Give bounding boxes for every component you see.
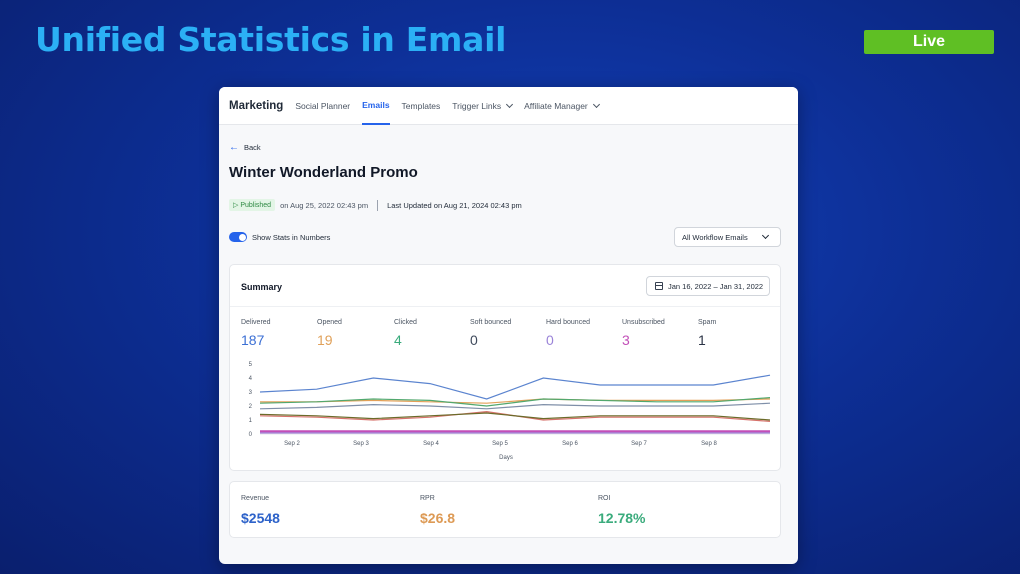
- stat-value: 1: [698, 332, 706, 348]
- stat-label: Unsubscribed: [622, 319, 665, 326]
- x-tick-label: Sep 7: [631, 441, 647, 447]
- stat-delivered: Delivered 187: [241, 319, 271, 348]
- y-tick-label: 2: [249, 404, 253, 410]
- stat-label: Opened: [317, 319, 342, 326]
- arrow-left-icon: ←: [229, 142, 239, 153]
- metric-label: ROI: [598, 495, 611, 502]
- x-tick-label: Sep 2: [284, 441, 300, 447]
- series-line-5: [259, 412, 771, 421]
- nav-brand: Marketing: [229, 99, 284, 112]
- stat-soft-bounced: Soft bounced 0: [470, 319, 511, 348]
- metric-rpr: RPR $26.8: [420, 495, 455, 526]
- stat-label: Delivered: [241, 319, 271, 326]
- nav-tab-social-planner[interactable]: Social Planner: [295, 87, 350, 125]
- series-line-1: [260, 398, 771, 404]
- y-tick-label: 0: [249, 432, 253, 438]
- stat-hard-bounced: Hard bounced 0: [546, 319, 590, 348]
- y-tick-label: 3: [249, 390, 253, 396]
- stat-label: Clicked: [394, 319, 417, 326]
- summary-card: Summary Jan 16, 2022 – Jan 31, 2022 Deli…: [229, 264, 781, 471]
- metric-revenue: Revenue $2548: [241, 495, 280, 526]
- status-badge: ▷ Published: [229, 199, 276, 211]
- nav-tab-label: Trigger Links: [452, 100, 502, 111]
- nav-tab-label: Templates: [401, 100, 441, 111]
- series-line-0: [259, 374, 771, 400]
- nav-tab-affiliate-manager[interactable]: Affiliate Manager: [524, 87, 600, 125]
- chevron-down-icon: [761, 231, 770, 240]
- divider: [377, 199, 379, 211]
- x-axis-label: Days: [499, 455, 513, 461]
- back-link[interactable]: ← Back: [229, 142, 261, 153]
- date-range-value: Jan 16, 2022 – Jan 31, 2022: [668, 281, 764, 291]
- app-window: Marketing Social Planner Emails Templates T…: [219, 87, 798, 564]
- nav-tab-trigger-links[interactable]: Trigger Links: [452, 87, 514, 125]
- stat-unsubscribed: Unsubscribed 3: [622, 319, 665, 348]
- metric-roi: ROI 12.78%: [598, 495, 645, 526]
- stat-value: 0: [546, 332, 554, 348]
- stats-toggle-row: Show Stats in Numbers: [229, 232, 330, 242]
- publish-meta: ▷ Published on Aug 25, 2022 02:43 pm Las…: [229, 199, 522, 211]
- x-tick-label: Sep 3: [353, 441, 369, 447]
- metric-value: $2548: [241, 510, 280, 526]
- y-tick-label: 4: [249, 376, 253, 382]
- stat-value: 3: [622, 332, 630, 348]
- calendar-icon: [655, 282, 663, 290]
- chevron-down-icon: [506, 100, 514, 108]
- stats-toggle-label: Show Stats in Numbers: [252, 232, 331, 242]
- slide-title: Unified Statistics in Email: [35, 20, 507, 59]
- top-nav: Marketing Social Planner Emails Templates T…: [219, 87, 798, 125]
- stat-value: 0: [470, 332, 478, 348]
- stat-value: 4: [394, 332, 402, 348]
- date-range-picker[interactable]: Jan 16, 2022 – Jan 31, 2022: [646, 276, 770, 296]
- y-tick-label: 5: [249, 362, 253, 368]
- x-tick-label: Sep 6: [562, 441, 578, 447]
- chevron-down-icon: [592, 100, 600, 108]
- nav-tab-emails[interactable]: Emails: [362, 87, 390, 125]
- x-tick-label: Sep 4: [423, 441, 439, 447]
- nav-tab-label: Emails: [362, 99, 390, 110]
- live-badge: Live: [864, 30, 994, 54]
- stats-line-chart: 0 1 2 3 4 5 Sep 2 Sep 3 Sep 4 Sep 5 Sep 6 Sep 7 Sep …: [249, 362, 771, 461]
- workflow-filter-value: All Workflow Emails: [682, 232, 748, 242]
- stat-label: Hard bounced: [546, 319, 590, 326]
- stat-label: Soft bounced: [470, 319, 512, 326]
- metric-value: $26.8: [420, 510, 456, 526]
- nav-tab-label: Social Planner: [295, 100, 351, 111]
- stat-value: 19: [317, 332, 333, 348]
- series-line-2: [259, 397, 771, 407]
- last-updated: Last Updated on Aug 21, 2024 02:43 pm: [387, 200, 522, 210]
- published-date: on Aug 25, 2022 02:43 pm: [280, 200, 369, 210]
- metric-label: Revenue: [241, 495, 270, 502]
- workflow-filter-dropdown[interactable]: All Workflow Emails: [674, 227, 781, 247]
- stats-toggle[interactable]: [229, 232, 247, 242]
- summary-divider: [230, 306, 780, 307]
- back-label: Back: [244, 143, 261, 152]
- stat-value: 187: [241, 332, 265, 348]
- page-title: Winter Wonderland Promo: [229, 164, 418, 181]
- stat-spam: Spam 1: [698, 319, 716, 348]
- x-tick-label: Sep 5: [492, 441, 508, 447]
- play-icon: ▷: [233, 202, 241, 209]
- x-tick-label: Sep 8: [701, 441, 717, 447]
- series-line-3: [259, 402, 771, 410]
- summary-title: Summary: [241, 282, 283, 292]
- revenue-card: Revenue $2548 RPR $26.8 ROI 12.78%: [229, 481, 781, 538]
- metric-value: 12.78%: [598, 510, 646, 526]
- metric-label: RPR: [420, 495, 435, 502]
- nav-tab-label: Affiliate Manager: [524, 100, 588, 111]
- stat-label: Spam: [698, 319, 717, 326]
- stat-clicked: Clicked 4: [394, 319, 417, 348]
- stat-opened: Opened 19: [317, 319, 342, 348]
- y-tick-label: 1: [249, 418, 253, 424]
- nav-tab-templates[interactable]: Templates: [402, 87, 441, 125]
